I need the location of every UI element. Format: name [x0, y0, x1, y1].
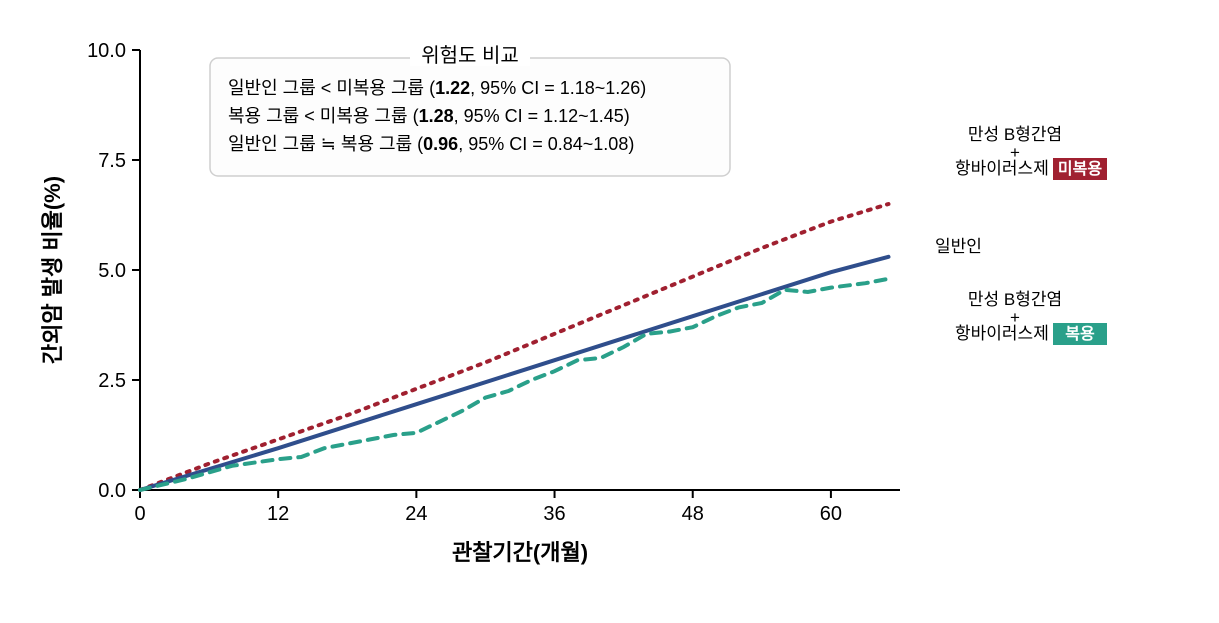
x-tick-label: 12 [267, 503, 289, 525]
y-tick-label: 2.5 [98, 370, 126, 392]
legend-title: 위험도 비교 [421, 44, 519, 67]
series-general [140, 257, 888, 490]
x-axis-title: 관찰기간(개월) [452, 540, 588, 565]
series-label-treated: 항바이러스제 [955, 324, 1049, 343]
badge-text-treated: 복용 [1065, 325, 1095, 343]
y-tick-label: 0.0 [98, 480, 126, 502]
y-tick-label: 7.5 [98, 150, 126, 172]
series-label-general: 일반인 [935, 237, 982, 256]
x-tick-label: 60 [820, 503, 842, 525]
y-tick-label: 10.0 [87, 40, 126, 62]
chart-svg: 0.0 2.5 5.0 7.5 10.0 0 12 24 36 48 60 관찰기간(개월) 간외암 발… [20, 20, 1219, 603]
y-axis-title: 간외암 발생 비율(%) [40, 176, 65, 364]
badge-text-untreated: 미복용 [1058, 160, 1102, 178]
x-tick-label: 36 [543, 503, 565, 525]
series-label-untreated: 항바이러스제 [955, 159, 1049, 178]
x-tick-label: 48 [682, 503, 704, 525]
legend-line: 일반인 그룹 < 미복용 그룹 (1.22, 95% CI = 1.18~1.2… [228, 78, 646, 98]
series-label-untreated: 만성 B형간염 [968, 125, 1062, 144]
y-tick-label: 5.0 [98, 260, 126, 282]
series-treated [140, 279, 888, 490]
x-tick-label: 0 [134, 503, 145, 525]
series-label-treated: 만성 B형간염 [968, 290, 1062, 309]
x-tick-label: 24 [405, 503, 427, 525]
legend-line: 복용 그룹 < 미복용 그룹 (1.28, 95% CI = 1.12~1.45… [228, 106, 630, 126]
series-untreated [140, 204, 888, 490]
cumulative-incidence-chart: 0.0 2.5 5.0 7.5 10.0 0 12 24 36 48 60 관찰기간(개월) 간외암 발… [20, 20, 1219, 603]
legend-line: 일반인 그룹 ≒ 복용 그룹 (0.96, 95% CI = 0.84~1.08… [228, 134, 634, 154]
